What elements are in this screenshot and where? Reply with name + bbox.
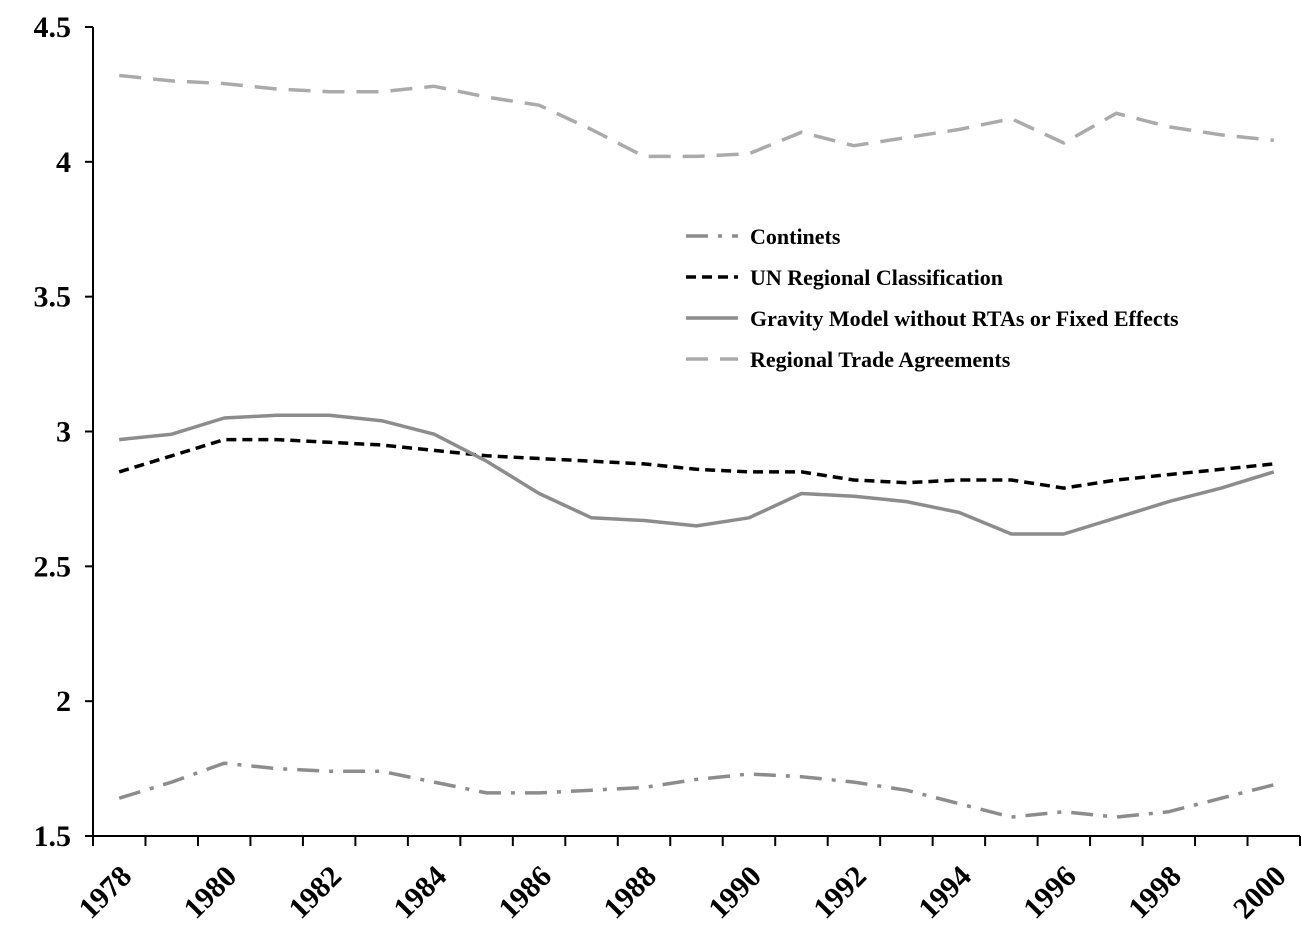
x-tick-label: 1994: [912, 860, 978, 926]
series-line-3: [119, 413, 1275, 536]
x-tick-label: 1984: [387, 860, 453, 926]
legend: Continets UN Regional Classification Gravi…: [686, 224, 1179, 372]
x-tick-label: 1988: [597, 860, 663, 926]
y-tick-label: 4.5: [34, 11, 72, 44]
x-tick-label: 1986: [492, 860, 558, 926]
x-tick-label: 1998: [1122, 860, 1188, 926]
x-tick-label: 1990: [702, 860, 768, 926]
x-tick-label: 1978: [72, 860, 138, 926]
y-tick-label: 3.5: [34, 281, 72, 314]
legend-label-3: Gravity Model without RTAs or Fixed Effe…: [750, 306, 1179, 331]
y-tick-label: 2: [56, 685, 71, 718]
series-line-4: [119, 73, 1274, 159]
x-tick-label: 1982: [282, 860, 348, 926]
y-tick-label: 4: [56, 146, 71, 179]
x-tick-label: 2000: [1227, 860, 1293, 926]
series-layer: [118, 73, 1275, 819]
y-tick-label: 2.5: [34, 550, 72, 583]
legend-label-4: Regional Trade Agreements: [750, 347, 1011, 372]
legend-label-1: Continets: [750, 224, 841, 249]
x-tick-label: 1996: [1017, 860, 1083, 926]
y-axis: 1.5 2 2.5 3 3.5 4 4.5: [34, 11, 94, 853]
x-axis: 1978 1980 1982 1984 1986 1988 1990 1992 1994 1996…: [72, 835, 1301, 926]
x-tick-label: 1980: [177, 860, 243, 926]
legend-label-2: UN Regional Classification: [750, 265, 1003, 290]
y-tick-label: 3: [56, 416, 71, 449]
series-line-2: [118, 437, 1274, 490]
y-tick-label: 1.5: [34, 820, 72, 853]
x-tick-label: 1992: [807, 860, 873, 926]
series-line-1: [118, 761, 1275, 819]
